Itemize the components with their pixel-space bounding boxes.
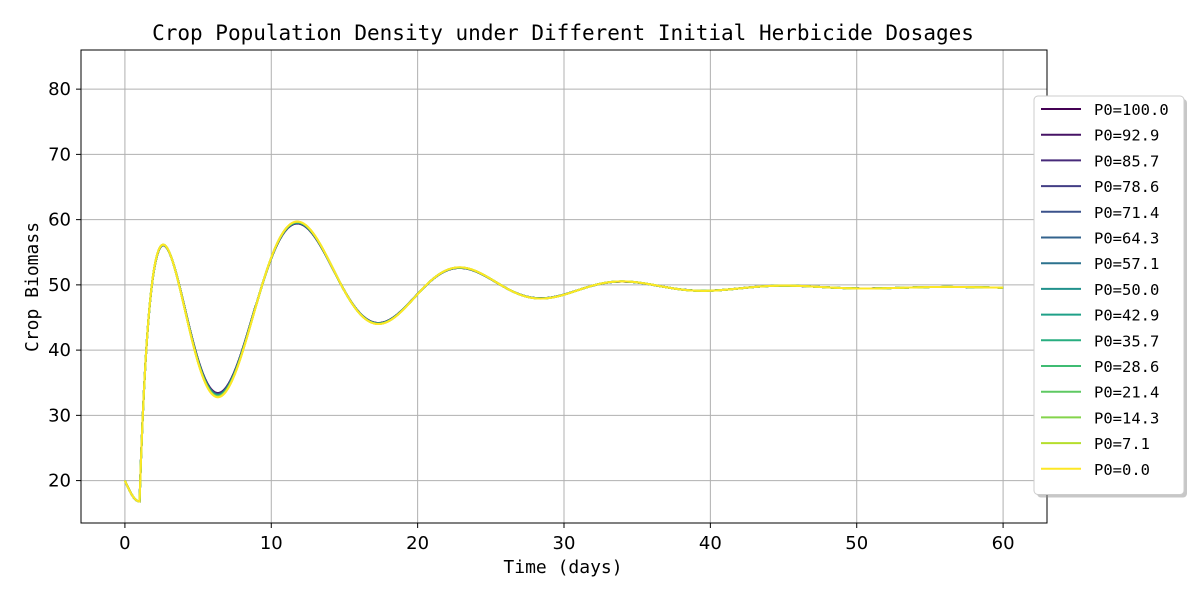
legend-label: P0=92.9: [1094, 127, 1159, 145]
legend-label: P0=64.3: [1094, 230, 1159, 248]
y-tick-label: 80: [48, 79, 71, 100]
x-tick-label: 20: [406, 533, 429, 554]
legend-label: P0=14.3: [1094, 409, 1159, 427]
y-axis-label: Crop Biomass: [22, 222, 43, 352]
y-tick-label: 60: [48, 210, 71, 231]
legend-label: P0=71.4: [1094, 204, 1159, 222]
legend-label: P0=78.6: [1094, 178, 1159, 196]
legend-label: P0=85.7: [1094, 152, 1159, 170]
axis-ticks: 0 10 20 30 40 50 60 20 30 40 50 60 70 80: [48, 79, 1014, 554]
x-axis-label: Time (days): [503, 557, 622, 578]
legend-label: P0=7.1: [1094, 435, 1150, 453]
series-line: [123, 220, 1004, 503]
x-tick-label: 10: [260, 533, 283, 554]
legend-label: P0=100.0: [1094, 101, 1169, 119]
plot-lines: [123, 220, 1004, 503]
chart-title: Crop Population Density under Different …: [152, 21, 974, 45]
legend-label: P0=57.1: [1094, 255, 1159, 273]
legend-label: P0=21.4: [1094, 384, 1159, 402]
y-tick-label: 30: [48, 405, 71, 426]
legend-box: [1033, 95, 1185, 495]
x-tick-label: 30: [553, 533, 576, 554]
y-tick-label: 70: [48, 144, 71, 165]
y-tick-label: 40: [48, 340, 71, 361]
x-tick-label: 50: [845, 533, 868, 554]
legend-label: P0=42.9: [1094, 307, 1159, 325]
y-tick-label: 50: [48, 275, 71, 296]
grid: [81, 50, 1047, 523]
legend-label: P0=50.0: [1094, 281, 1159, 299]
legend-label: P0=0.0: [1094, 461, 1150, 479]
legend-label: P0=28.6: [1094, 358, 1159, 376]
x-tick-label: 40: [699, 533, 722, 554]
legend-label: P0=35.7: [1094, 332, 1159, 350]
y-tick-label: 20: [48, 471, 71, 492]
legend: P0=100.0 P0=92.9 P0=85.7 P0=78.6 P0=71.4 P0=6…: [1033, 95, 1187, 498]
x-tick-label: 0: [119, 533, 130, 554]
x-tick-label: 60: [992, 533, 1015, 554]
